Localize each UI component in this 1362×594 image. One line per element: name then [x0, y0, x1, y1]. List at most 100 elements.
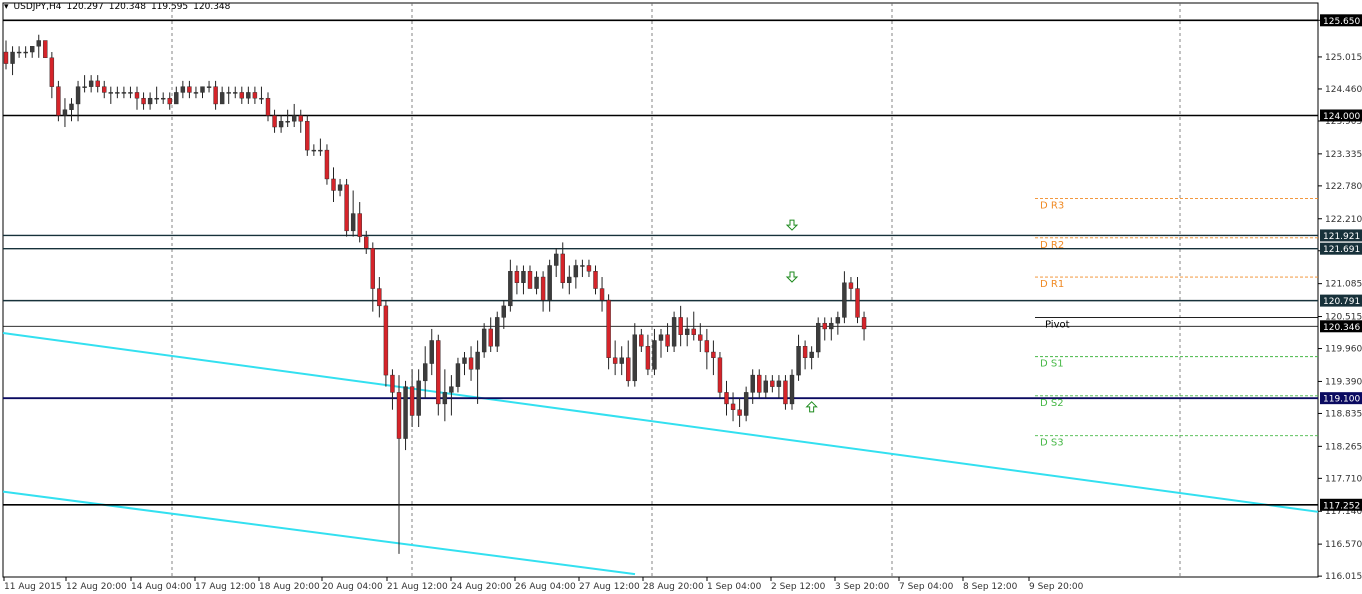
candle-body [226, 92, 231, 94]
candle-body [409, 386, 415, 416]
y-tick-label: 116.015 [1325, 572, 1362, 582]
candle-body [789, 374, 795, 405]
candle-body [187, 86, 192, 93]
candle-body [298, 115, 303, 122]
x-tick-label: 21 Aug 12:00 [387, 582, 448, 592]
candle-body [770, 380, 775, 387]
candle-body [396, 392, 402, 439]
dropdown-triangle-icon[interactable]: ▾ [4, 2, 9, 12]
candle-body [488, 328, 493, 347]
candle-body [364, 236, 369, 249]
x-tick-label: 1 Sep 04:00 [707, 582, 762, 592]
price-level-label: 125.650 [1323, 17, 1360, 27]
pivot-label: D S1 [1040, 359, 1064, 370]
chart-header: ▾ USDJPY,H4 120.297 120.348 119.595 120.348 [4, 2, 235, 12]
candle-body [3, 51, 9, 64]
price-level-label: 120.791 [1323, 297, 1360, 307]
price-level-badge [1320, 14, 1362, 27]
price-level-badge [1320, 229, 1362, 242]
candle-body [593, 271, 598, 289]
candle-body [252, 92, 258, 99]
candle-body [717, 357, 723, 393]
candle-body [36, 40, 41, 47]
price-level-label: 119.100 [1323, 395, 1360, 405]
arrow-down-icon [785, 271, 799, 283]
low-value: 119.595 [150, 2, 189, 12]
pivot-label: D S2 [1040, 398, 1064, 409]
candle-body [652, 340, 657, 370]
price-level-badge [1320, 109, 1362, 122]
candle-body [115, 92, 120, 94]
candle-body [835, 317, 841, 324]
candle-body [88, 80, 94, 87]
pivot-label: D S3 [1040, 438, 1064, 449]
price-level-badge [1320, 320, 1362, 333]
candle-body [645, 346, 651, 370]
x-tick-label: 2 Sep 12:00 [771, 582, 826, 592]
pivot-label: D R2 [1040, 240, 1064, 251]
pivot-label: D R3 [1040, 201, 1064, 212]
candle-body [102, 86, 107, 93]
candle-body [95, 80, 100, 87]
candle-body [802, 346, 808, 358]
candle-body [829, 322, 834, 330]
y-tick-label: 117.710 [1325, 474, 1362, 484]
x-tick-label: 9 Sep 20:00 [1029, 582, 1084, 592]
candle-body [403, 386, 408, 439]
candle-body [147, 97, 153, 105]
candle-body [475, 351, 480, 370]
y-tick-label: 117.140 [1325, 507, 1362, 517]
candle-body [750, 374, 755, 393]
candle-body [56, 86, 61, 116]
pivot-label: D R1 [1040, 279, 1064, 290]
candle-body [580, 265, 585, 267]
candle-body [30, 46, 35, 53]
x-tick-label: 24 Aug 20:00 [451, 582, 512, 592]
candle-body [573, 265, 579, 278]
x-tick-label: 17 Aug 12:00 [195, 582, 256, 592]
candle-body [704, 340, 710, 353]
y-tick-label: 118.265 [1325, 442, 1362, 452]
candle-body [855, 288, 860, 318]
candle-body [449, 386, 454, 393]
high-value: 120.348 [108, 2, 146, 12]
candle-body [108, 92, 114, 94]
candle-body [796, 346, 801, 376]
candle-body [711, 351, 716, 358]
candle-body [75, 86, 81, 105]
x-tick-label: 18 Aug 20:00 [259, 582, 320, 592]
candle-body [10, 51, 15, 64]
candle-body [455, 363, 461, 387]
candle-body [239, 92, 245, 99]
x-tick-label: 14 Aug 04:00 [131, 582, 192, 592]
candle-body [305, 121, 310, 151]
trendline [2, 331, 1319, 513]
candle-body [665, 334, 670, 347]
open-value: 120.297 [66, 2, 104, 12]
y-tick-label: 124.460 [1325, 85, 1362, 95]
candle-body [861, 317, 867, 330]
price-level-label: 117.252 [1323, 501, 1360, 511]
x-tick-label: 27 Aug 12:00 [579, 582, 640, 592]
candle-body [62, 109, 68, 116]
candle-body [540, 276, 546, 301]
candle-body [547, 265, 552, 301]
candle-body [423, 363, 428, 382]
x-tick-label: 8 Sep 12:00 [963, 582, 1018, 592]
candle-body [324, 149, 330, 180]
candle-body [848, 282, 854, 289]
price-level-badge [1320, 498, 1362, 511]
candle-body [246, 92, 251, 99]
candle-body [383, 305, 389, 376]
y-tick-label: 122.780 [1325, 182, 1362, 192]
candle-body [350, 213, 356, 232]
candle-body [69, 103, 74, 110]
candle-body [370, 247, 375, 289]
candle-body [612, 357, 618, 364]
candle-body [416, 380, 421, 416]
candle-body [462, 357, 467, 364]
candle-body [318, 149, 323, 152]
candle-body [285, 121, 290, 123]
candle-body [357, 213, 362, 237]
